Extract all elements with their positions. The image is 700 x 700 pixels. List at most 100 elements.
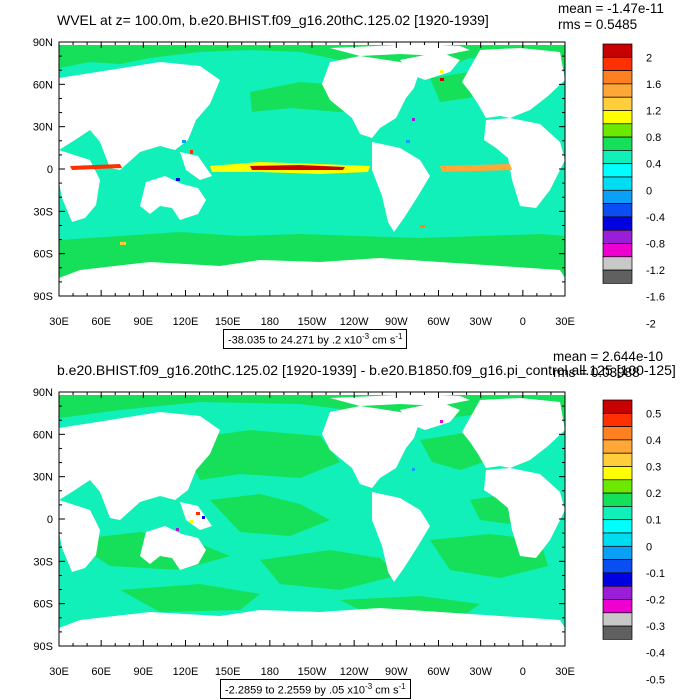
colorbar-label: -1.6 <box>646 292 665 304</box>
colorbar-box <box>602 452 633 467</box>
colorbar-box <box>602 150 633 165</box>
panel1-y-ticks: 90N 60N 30N 0 30S 60S 90S <box>33 37 565 303</box>
panel2-contour-text: -2.2859 to 2.2559 by .05 x10 <box>225 684 366 697</box>
x-tick-label: 150E <box>215 316 241 328</box>
colorbar-box <box>602 123 633 138</box>
colorbar-label: 0.4 <box>646 435 661 447</box>
colorbar-label: 0.2 <box>646 488 661 500</box>
x-tick-label: 30W <box>469 666 492 678</box>
colorbar-box <box>602 189 633 204</box>
colorbar-box <box>602 585 633 600</box>
x-tick-label: 90W <box>385 316 408 328</box>
colorbar-box <box>602 506 633 521</box>
x-tick-label: 180 <box>261 666 279 678</box>
colorbar-box <box>602 625 633 640</box>
colorbar-label: -0.4 <box>646 212 665 224</box>
colorbar-label: 0.4 <box>646 159 661 171</box>
colorbar-label: 0.8 <box>646 132 661 144</box>
colorbar-box <box>602 163 633 178</box>
panel2-speckles <box>176 420 443 531</box>
x-tick-label: 90E <box>134 666 154 678</box>
x-tick-label: 90E <box>134 316 154 328</box>
colorbar-box <box>602 216 633 231</box>
y-tick-label: 90N <box>33 387 53 399</box>
colorbar-box <box>602 426 633 441</box>
colorbar-box <box>602 269 633 284</box>
y-tick-label: 60S <box>33 249 53 261</box>
panel1-title: WVEL at z= 100.0m, b.e20.BHIST.f09_g16.2… <box>57 12 489 28</box>
colorbar-label: 0.3 <box>646 462 661 474</box>
y-tick-label: 60S <box>33 599 53 611</box>
x-tick-label: 120W <box>340 316 369 328</box>
panel1-contour-exp: -3 <box>361 332 370 341</box>
colorbar-label: -0.1 <box>646 568 665 580</box>
panel1-colorbar: 2 1.6 1.2 0.8 0.4 0 -0.4 -0.8 -1.2 -1.6 -2 <box>602 43 665 330</box>
colorbar-box <box>602 599 633 614</box>
x-tick-label: 60W <box>427 666 450 678</box>
panel1-contour-text: -38.035 to 24.271 by .2 x10 <box>228 334 362 347</box>
x-tick-label: 30E <box>49 316 69 328</box>
panel2-land <box>59 394 565 646</box>
x-tick-label: 120W <box>340 666 369 678</box>
colorbar-box <box>602 243 633 258</box>
colorbar-box <box>602 176 633 191</box>
x-tick-label: 120E <box>173 316 199 328</box>
y-tick-label: 90S <box>33 291 53 303</box>
panel2-rms: rms = 0.03988 <box>553 365 640 380</box>
x-tick-label: 30E <box>555 316 575 328</box>
x-tick-label: 120E <box>173 666 199 678</box>
colorbar-label: -2 <box>646 318 656 330</box>
x-tick-label: 60E <box>91 666 111 678</box>
colorbar-label: -1.2 <box>646 265 665 277</box>
panel2-y-ticks: 90N 60N 30N 0 30S 60S 90S <box>33 387 565 653</box>
x-tick-label: 30E <box>555 666 575 678</box>
panel1-contour-info: -38.035 to 24.271 by .2 x10-3 cm s-1 <box>223 329 408 349</box>
y-tick-label: 30N <box>33 122 53 134</box>
x-tick-label: 150W <box>298 316 327 328</box>
colorbar-label: 0 <box>646 185 652 197</box>
colorbar-label: -0.5 <box>646 674 665 686</box>
colorbar-label: 0.1 <box>646 515 661 527</box>
y-tick-label: 60N <box>33 429 53 441</box>
colorbar-box <box>602 56 633 71</box>
y-tick-label: 0 <box>47 164 53 176</box>
colorbar-label: -0.3 <box>646 621 665 633</box>
panel2-contour-units-exp: -1 <box>398 682 406 691</box>
panel2-x-ticks: 30E 60E 90E 120E 150E 180 150W 120W 90W 60W 30W 0 30… <box>49 392 575 678</box>
x-tick-label: 60E <box>91 316 111 328</box>
panel2-map <box>59 392 565 646</box>
x-tick-label: 30W <box>469 316 492 328</box>
colorbar-box <box>602 136 633 151</box>
panel1-x-ticks: 30E 60E 90E 120E 150E 180 150W 120W 90W 60W 30W 0 30… <box>49 42 575 328</box>
colorbar-label: 0 <box>646 541 652 553</box>
panel1-equatorial-core <box>250 165 345 170</box>
colorbar-box <box>602 545 633 560</box>
colorbar-box <box>602 479 633 494</box>
colorbar-label: 1.2 <box>646 106 661 118</box>
colorbar-box <box>602 519 633 534</box>
colorbar-box <box>602 439 633 454</box>
colorbar-box <box>602 256 633 271</box>
colorbar-box <box>602 532 633 547</box>
colorbar-label: 1.6 <box>646 79 661 91</box>
y-tick-label: 30N <box>33 472 53 484</box>
y-tick-label: 90S <box>33 641 53 653</box>
colorbar-box <box>602 229 633 244</box>
x-tick-label: 180 <box>261 316 279 328</box>
colorbar-box <box>602 612 633 627</box>
colorbar-box <box>602 96 633 111</box>
colorbar-label: -0.4 <box>646 648 665 660</box>
y-tick-label: 60N <box>33 79 53 91</box>
panel1-io-band <box>70 164 122 170</box>
panel2-mean: mean = 2.644e-10 <box>553 349 663 364</box>
y-tick-label: 30S <box>33 556 53 568</box>
colorbar-box <box>602 492 633 507</box>
x-tick-label: 0 <box>520 316 526 328</box>
x-tick-label: 90W <box>385 666 408 678</box>
colorbar-box <box>602 70 633 85</box>
panel1-rms: rms = 0.5485 <box>558 17 638 32</box>
x-tick-label: 150E <box>215 666 241 678</box>
panel1-contour-units-exp: -1 <box>395 332 403 341</box>
y-tick-label: 0 <box>47 514 53 526</box>
colorbar-box <box>602 203 633 218</box>
